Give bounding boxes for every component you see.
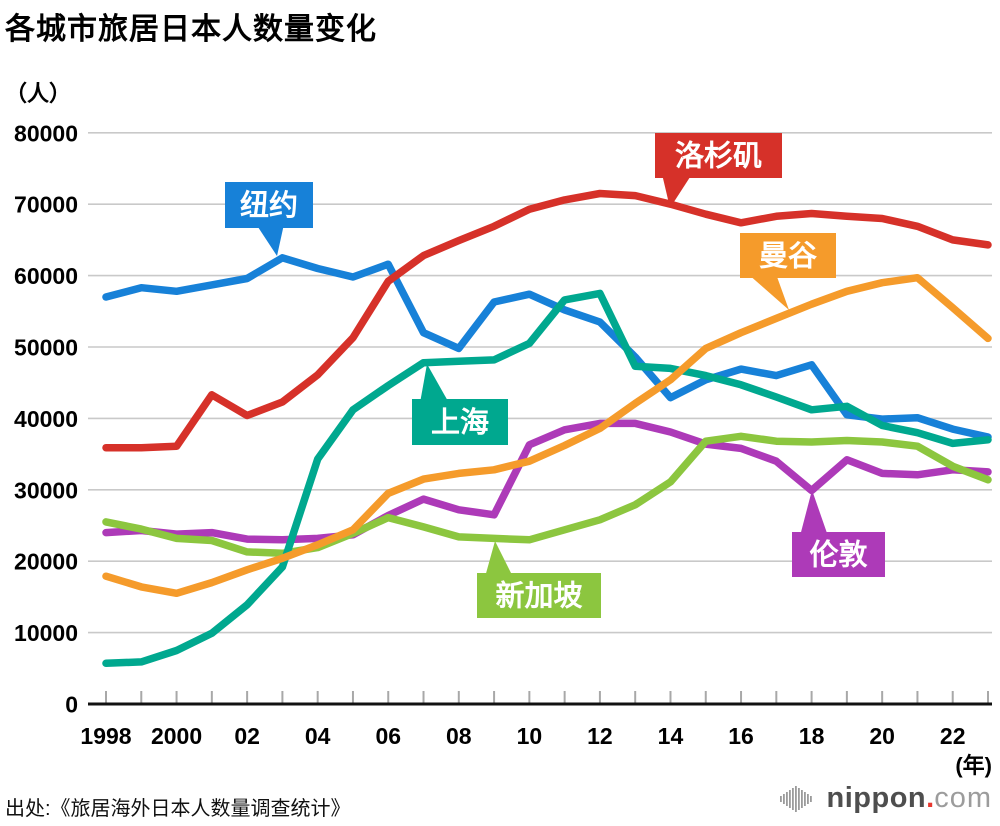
source-text: 出处:《旅居海外日本人数量调查统计》 xyxy=(5,798,351,820)
y-tick-label: 40000 xyxy=(14,406,78,432)
callout-text: 新加坡 xyxy=(495,580,582,613)
series-line-london xyxy=(102,419,992,544)
callout-text: 洛杉矶 xyxy=(675,140,762,173)
logo-text-dot: . xyxy=(926,782,935,814)
x-tick-label: 22 xyxy=(940,723,966,749)
x-tick-label: 20 xyxy=(869,723,895,749)
nippon-logo: nippon. com xyxy=(779,782,993,815)
x-tick-label: 12 xyxy=(587,723,613,749)
y-axis-labels: 0 10000 20000 30000 40000 50000 60000 70000 8000… xyxy=(14,120,78,717)
x-tick-label: 2000 xyxy=(151,723,202,749)
callout-pointer xyxy=(256,224,284,256)
callout-box xyxy=(792,532,885,577)
y-tick-label: 10000 xyxy=(14,620,78,646)
x-tick-label: 10 xyxy=(517,723,543,749)
callout-text: 伦敦 xyxy=(809,538,867,572)
y-tick-label: 30000 xyxy=(14,477,78,503)
callout-pointer xyxy=(800,490,828,536)
callout-pointer xyxy=(485,541,513,577)
callout-box xyxy=(740,233,836,278)
callout-box xyxy=(225,182,313,228)
x-axis: 1998 2000 02 04 06 08 10 12 14 16 18 20 22 (年) xyxy=(80,691,992,778)
series-label-ny: 纽约 xyxy=(225,182,313,256)
series-line-singapore xyxy=(102,432,992,558)
x-tick-label: 04 xyxy=(305,723,331,749)
x-tick-label: 18 xyxy=(799,723,825,749)
x-tick-label: 14 xyxy=(658,723,684,749)
callout-pointer xyxy=(420,364,449,403)
callout-text: 曼谷 xyxy=(759,240,818,273)
y-tick-label: 80000 xyxy=(14,120,78,146)
y-tick-label: 20000 xyxy=(14,549,78,575)
y-tick-label: 70000 xyxy=(14,192,78,218)
series-label-singapore: 新加坡 xyxy=(477,541,601,618)
logo-text-nippon: nippon xyxy=(826,782,927,814)
x-tick-label: 1998 xyxy=(80,723,131,749)
y-axis-unit-label: （人） xyxy=(5,81,72,106)
y-tick-label: 60000 xyxy=(14,263,78,289)
series-line-bangkok xyxy=(102,273,992,598)
series-line-shanghai xyxy=(102,289,992,668)
y-tick-label: 50000 xyxy=(14,335,78,361)
y-tick-label: 0 xyxy=(65,692,78,718)
series-label-shanghai: 上海 xyxy=(412,364,508,445)
page-title: 各城市旅居日本人数量变化 xyxy=(5,13,377,46)
x-tick-label: 06 xyxy=(375,723,401,749)
x-axis-unit-label: (年) xyxy=(955,753,992,778)
logo-bars xyxy=(779,785,812,812)
series-line-la xyxy=(102,189,992,452)
callout-text: 纽约 xyxy=(240,188,298,222)
callout-box xyxy=(655,133,782,178)
series-label-london: 伦敦 xyxy=(792,490,885,577)
logo-text-com: com xyxy=(934,782,992,814)
x-tick-label: 16 xyxy=(728,723,754,749)
callout-text: 上海 xyxy=(431,406,489,439)
callout-box xyxy=(412,399,508,445)
x-tick-label: 08 xyxy=(446,723,472,749)
callout-pointer xyxy=(662,174,692,208)
x-tick-label: 02 xyxy=(234,723,260,749)
callout-pointer xyxy=(748,274,789,310)
series-label-bangkok: 曼谷 xyxy=(740,233,836,310)
callout-box xyxy=(477,573,601,618)
soundwave-bars-icon xyxy=(779,785,812,812)
series-label-la: 洛杉矶 xyxy=(655,133,782,208)
series-lines xyxy=(102,189,992,668)
